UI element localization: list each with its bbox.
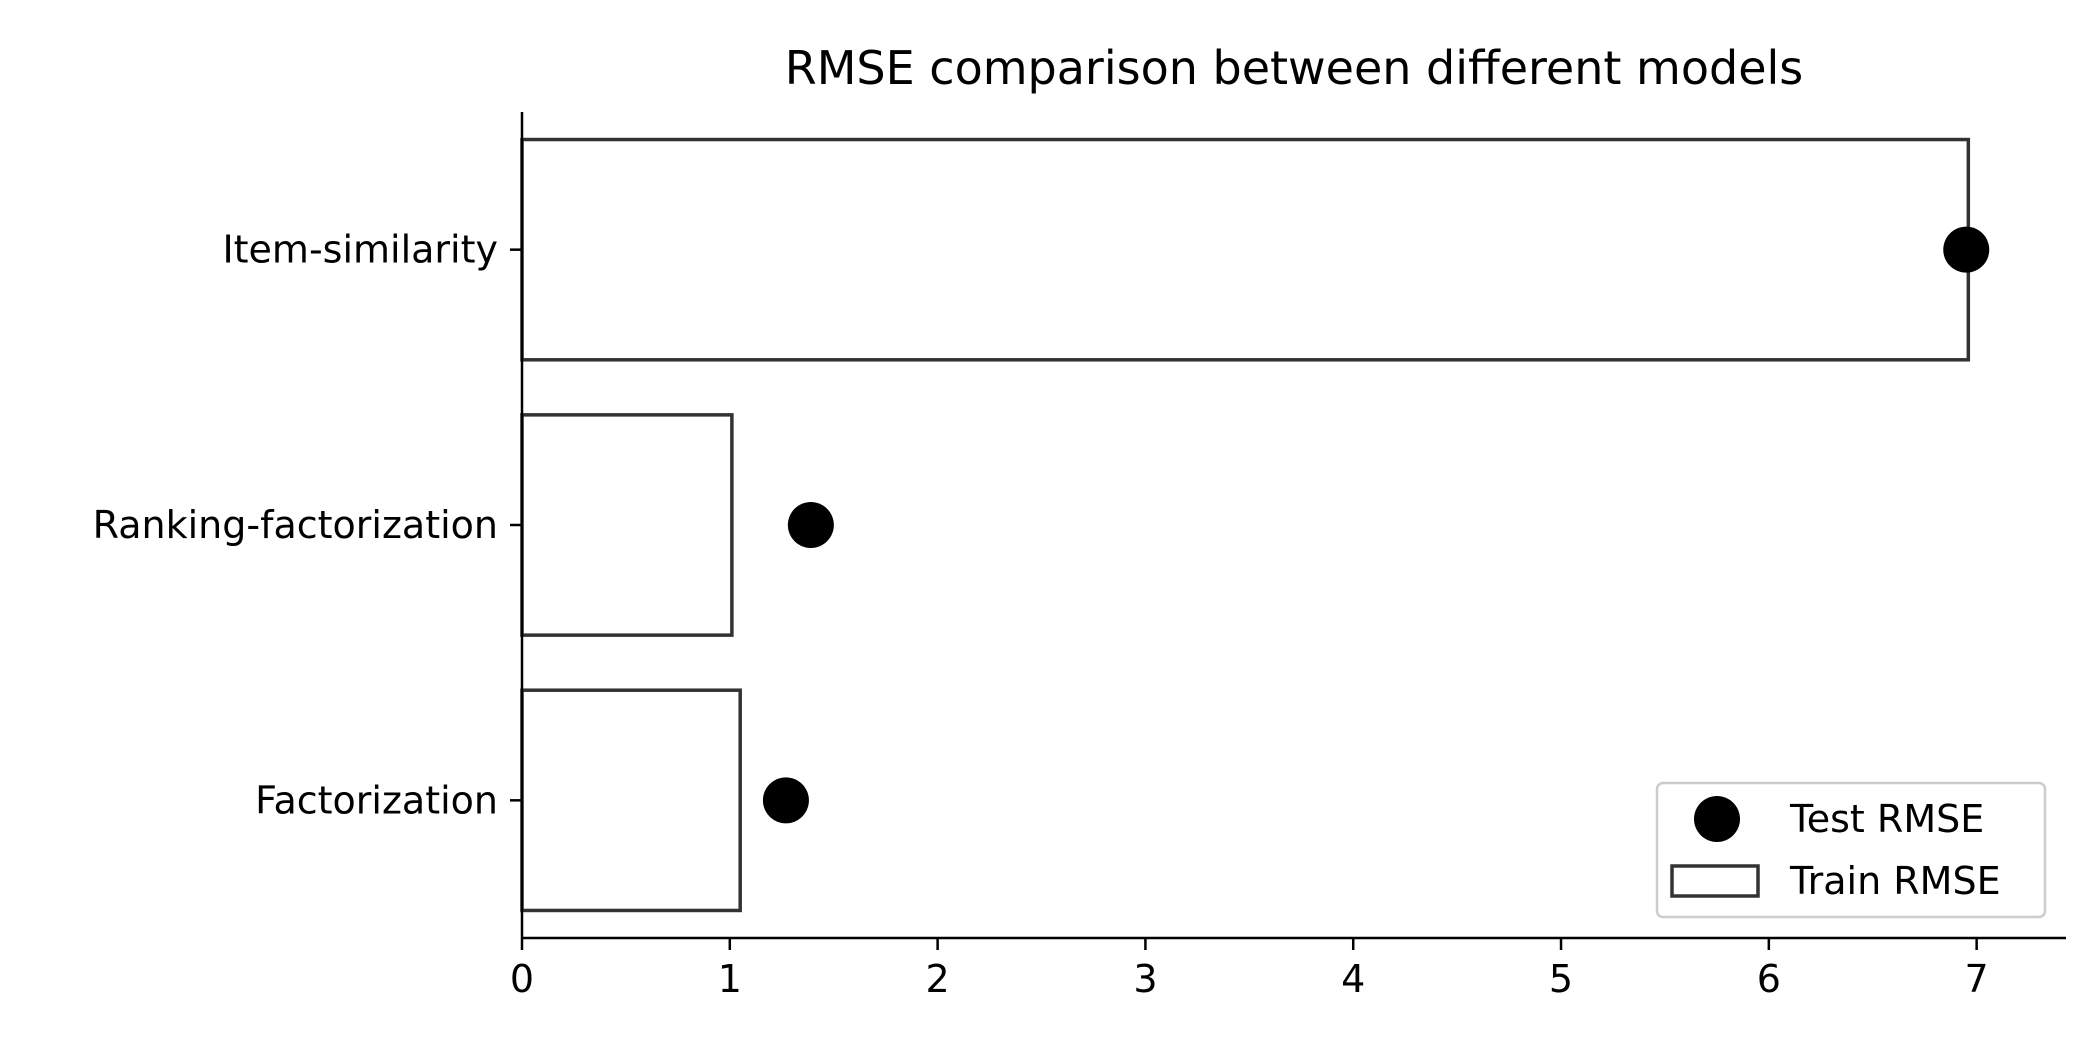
x-tick-label-0: 0 — [510, 957, 534, 1001]
test-marker-ranking-factorization — [787, 502, 834, 548]
x-tick-label-1: 1 — [718, 957, 742, 1001]
legend-marker-test-rmse — [1694, 796, 1740, 842]
bar-factorization — [520, 688, 742, 913]
legend-label-1: Train RMSE — [1789, 859, 2001, 903]
x-tick-label-2: 2 — [926, 957, 950, 1001]
x-tick-label-4: 4 — [1341, 957, 1365, 1001]
legend-patch-train-rmse — [1670, 864, 1760, 898]
legend-label-0: Test RMSE — [1789, 797, 1984, 841]
y-tick-label-item-similarity: Item-similarity — [222, 228, 498, 272]
x-tick-label-6: 6 — [1757, 957, 1781, 1001]
y-tick-label-factorization: Factorization — [255, 778, 498, 822]
chart-title: RMSE comparison between different models — [785, 41, 1803, 95]
axes-layer: 0 1 2 3 4 5 6 7 Item-similarity Ranking-factoriza… — [93, 112, 2066, 1001]
test-marker-item-similarity — [1943, 226, 1990, 273]
x-tick-label-3: 3 — [1133, 957, 1157, 1001]
test-marker-factorization — [762, 777, 809, 824]
bar-ranking-factorization — [520, 413, 734, 637]
legend: Test RMSE Train RMSE — [1655, 781, 2047, 919]
bar-item-similarity — [520, 137, 1971, 362]
y-tick-label-ranking-factorization: Ranking-factorization — [93, 503, 498, 547]
x-tick-label-7: 7 — [1965, 957, 1989, 1001]
markers-layer — [762, 226, 1990, 824]
x-tick-label-5: 5 — [1549, 957, 1573, 1001]
bars-layer — [520, 137, 1971, 913]
